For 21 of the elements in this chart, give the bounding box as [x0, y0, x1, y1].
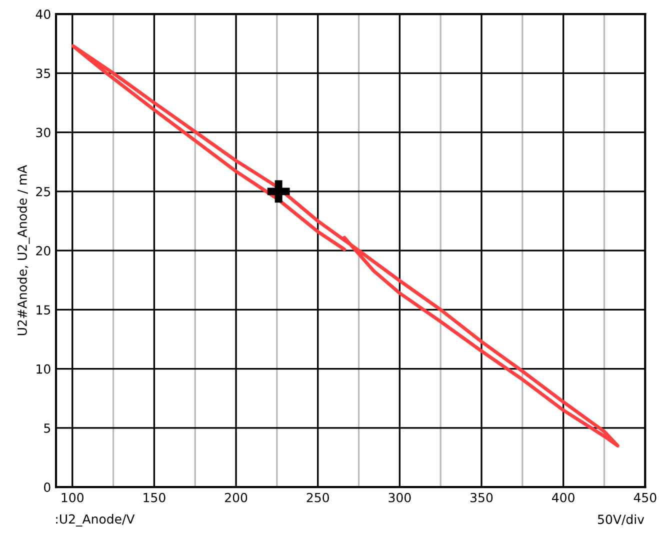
x-tick-label: 150 [144, 492, 166, 502]
y-tick-label: 20 [36, 246, 50, 256]
y-axis-title: U2#Anode, U2_Anode / mA [17, 165, 30, 336]
y-tick-label: 40 [36, 10, 50, 19]
x-tick-label: 200 [225, 492, 248, 502]
y-tick-label: 25 [36, 186, 50, 196]
y-tick-label: 35 [36, 68, 50, 78]
x-tick-label: 450 [634, 492, 656, 502]
y-tick-label: 30 [36, 128, 50, 138]
x-tick-label: 250 [306, 492, 329, 502]
x-tick-label: 350 [470, 492, 493, 502]
x-axis-title: :U2_Anode/V [56, 514, 135, 526]
x-tick-label: 300 [388, 492, 411, 502]
y-tick-label: 5 [44, 424, 50, 433]
y-tick-label: 0 [44, 482, 50, 492]
x-tick-label: 400 [552, 492, 574, 502]
text: 50V/div [598, 514, 644, 526]
line-series [71, 44, 620, 448]
y-tick-label: 15 [36, 305, 50, 315]
x-tick-label: 100 [62, 492, 84, 502]
y-tick-label: 10 [36, 364, 50, 374]
